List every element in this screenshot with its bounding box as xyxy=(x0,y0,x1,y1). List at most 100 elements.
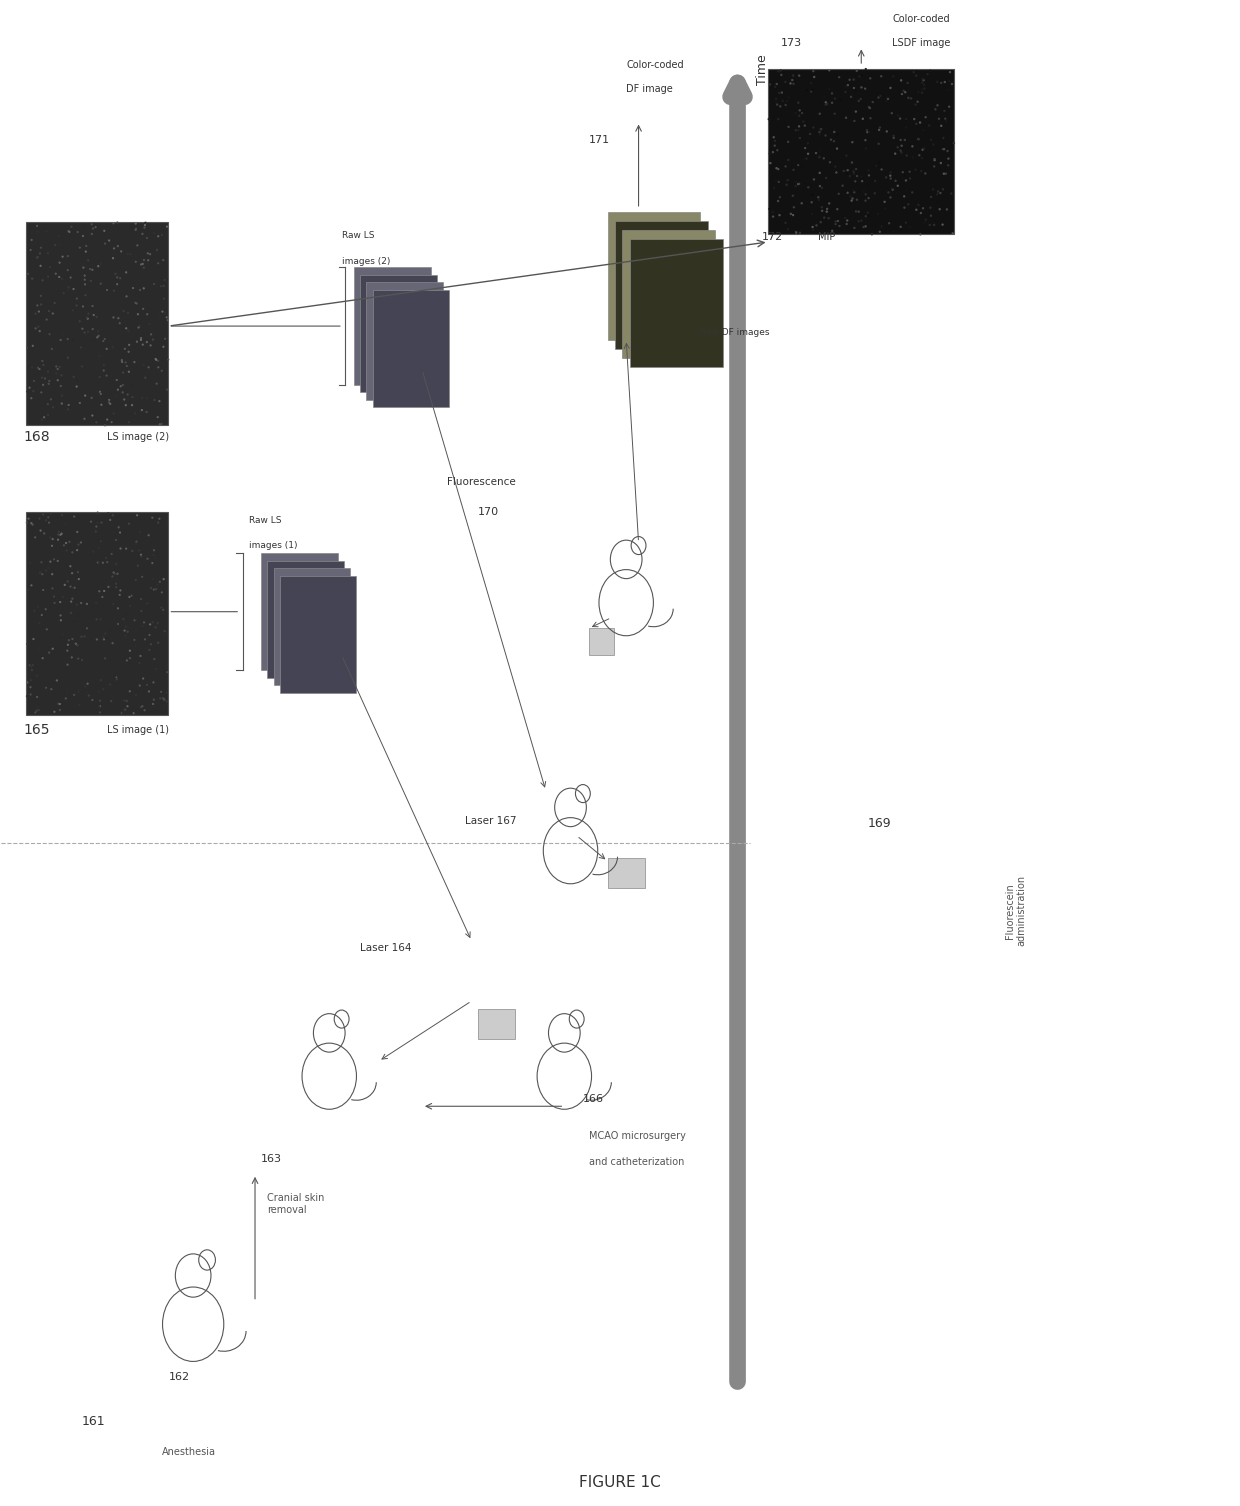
Point xyxy=(154,601,174,625)
Point xyxy=(35,405,55,429)
Point xyxy=(135,211,155,235)
Point xyxy=(52,521,72,545)
Text: LS image (1): LS image (1) xyxy=(107,726,169,735)
Point xyxy=(821,128,841,152)
Point xyxy=(103,245,123,270)
Point xyxy=(69,309,89,333)
Point xyxy=(828,209,848,233)
Point xyxy=(31,518,51,542)
Point xyxy=(92,393,112,417)
Point xyxy=(837,158,857,182)
Point xyxy=(766,90,786,114)
Point xyxy=(794,110,813,134)
Point xyxy=(60,620,79,645)
Point xyxy=(133,386,153,410)
Point xyxy=(763,140,782,164)
Point xyxy=(46,361,66,386)
Point xyxy=(880,75,900,99)
Point xyxy=(134,215,154,239)
Point xyxy=(841,184,861,208)
Point xyxy=(790,98,810,122)
Point xyxy=(68,533,88,557)
Point xyxy=(895,163,915,187)
Point xyxy=(108,611,128,636)
Point xyxy=(40,556,60,580)
Point xyxy=(925,98,945,122)
Text: 163: 163 xyxy=(262,1154,283,1164)
Point xyxy=(19,262,38,286)
Point xyxy=(57,639,77,663)
Point xyxy=(81,258,100,282)
Point xyxy=(82,221,102,245)
Point xyxy=(50,339,69,363)
Point xyxy=(804,59,823,83)
Point xyxy=(156,690,176,714)
Point xyxy=(112,239,131,264)
Point xyxy=(33,604,53,628)
Point xyxy=(27,664,47,688)
Point xyxy=(861,66,880,90)
Point xyxy=(110,583,130,607)
Point xyxy=(939,95,959,119)
Point xyxy=(852,169,872,193)
Point xyxy=(32,602,52,626)
Point xyxy=(120,639,140,663)
Point xyxy=(784,72,804,96)
FancyBboxPatch shape xyxy=(360,276,436,392)
Point xyxy=(30,241,50,265)
Point xyxy=(858,158,878,182)
Point xyxy=(789,172,808,196)
Point xyxy=(31,283,51,307)
FancyBboxPatch shape xyxy=(366,283,443,399)
Point xyxy=(904,60,924,84)
Point xyxy=(808,188,828,212)
Point xyxy=(21,574,41,598)
Point xyxy=(869,151,889,175)
Point xyxy=(119,360,139,384)
Point xyxy=(117,354,136,378)
Point xyxy=(826,161,846,185)
Point xyxy=(825,130,844,154)
Point xyxy=(42,562,62,586)
Point xyxy=(102,542,122,566)
Point xyxy=(897,169,916,193)
Point xyxy=(908,102,928,127)
Point xyxy=(133,667,153,691)
Point xyxy=(869,155,889,179)
Point xyxy=(903,142,923,166)
Point xyxy=(69,693,89,717)
Point xyxy=(898,71,918,95)
Point xyxy=(40,322,60,346)
Point xyxy=(786,175,806,199)
Point xyxy=(126,634,146,658)
Point xyxy=(149,676,169,700)
Point xyxy=(852,75,872,99)
Point xyxy=(924,178,944,202)
Point xyxy=(859,120,879,145)
Point xyxy=(154,568,174,592)
Point xyxy=(94,352,114,376)
Point xyxy=(73,256,93,280)
Point xyxy=(87,304,107,328)
Point xyxy=(816,123,836,148)
Point xyxy=(46,267,66,291)
Point xyxy=(130,673,150,697)
Point xyxy=(828,182,848,206)
Point xyxy=(936,110,956,134)
Point xyxy=(93,328,113,352)
Point xyxy=(856,205,875,229)
Point xyxy=(71,530,91,554)
Point xyxy=(30,577,50,601)
Point xyxy=(103,565,123,589)
Point xyxy=(51,608,71,633)
Point xyxy=(852,209,872,233)
Point xyxy=(856,188,875,212)
Point xyxy=(909,80,929,104)
Point xyxy=(920,196,940,220)
Point xyxy=(69,235,89,259)
FancyBboxPatch shape xyxy=(622,230,715,357)
Point xyxy=(890,139,910,163)
Point xyxy=(776,155,796,179)
Point xyxy=(91,694,110,718)
Point xyxy=(812,199,832,223)
